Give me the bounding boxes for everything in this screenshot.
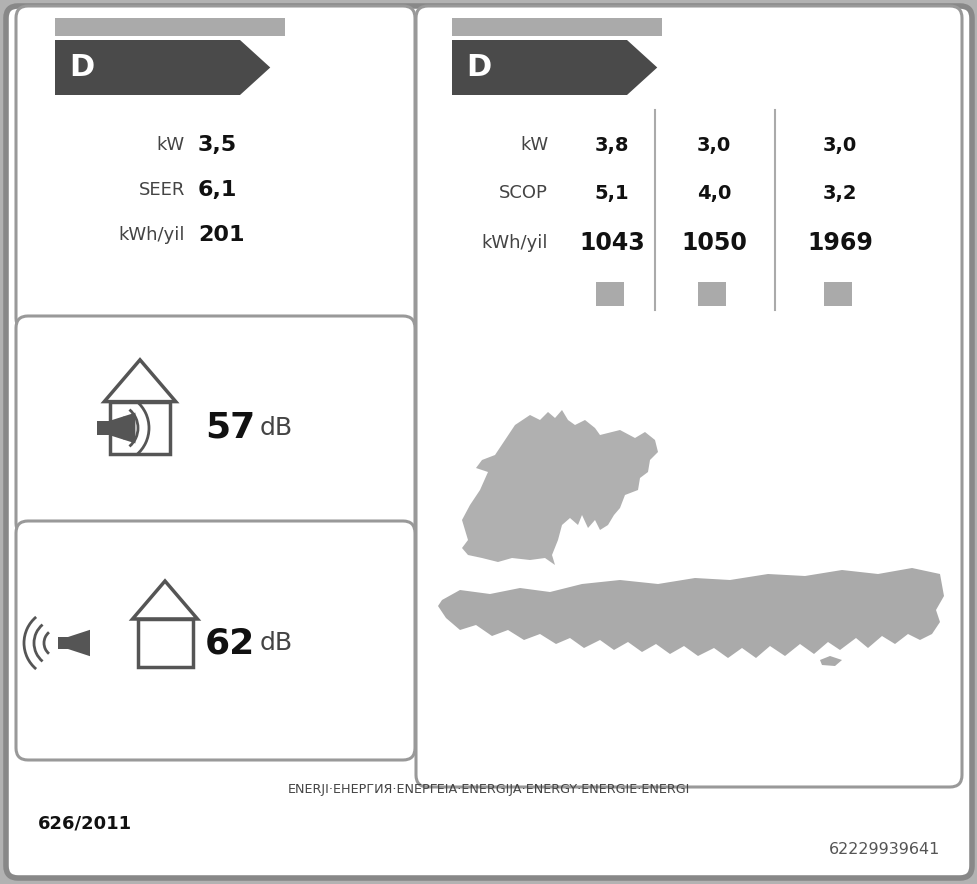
Text: 3,5: 3,5: [197, 135, 236, 155]
Text: D: D: [69, 53, 94, 82]
Polygon shape: [472, 510, 485, 522]
Text: ENERJI·ЕНЕРГИЯ·ΕΝΕΡΓΕΙΑ·ENERGIJA·ENERGY·ENERGIE·ENERGI: ENERJI·ЕНЕРГИЯ·ΕΝΕΡΓΕΙΑ·ENERGIJA·ENERGY·…: [287, 783, 690, 796]
Text: D: D: [465, 53, 490, 82]
Polygon shape: [108, 413, 135, 444]
Bar: [97, 421, 108, 435]
Text: 62: 62: [204, 626, 255, 660]
Bar: [55, 18, 284, 36]
Text: 57: 57: [204, 411, 255, 445]
Bar: [138, 619, 192, 667]
Bar: [451, 18, 661, 36]
Text: 1969: 1969: [806, 231, 872, 255]
Bar: [58, 637, 68, 649]
Text: 62229939641: 62229939641: [828, 842, 939, 857]
Text: SEER: SEER: [139, 181, 185, 199]
Text: kW: kW: [156, 136, 185, 154]
Text: SCOP: SCOP: [498, 184, 547, 202]
Bar: [698, 282, 725, 306]
Text: 3,2: 3,2: [822, 184, 857, 202]
Text: 6,1: 6,1: [197, 180, 237, 200]
Text: kWh/yil: kWh/yil: [118, 226, 185, 244]
FancyBboxPatch shape: [16, 6, 414, 330]
Text: kW: kW: [520, 136, 547, 154]
Text: 201: 201: [197, 225, 244, 245]
FancyBboxPatch shape: [16, 521, 414, 760]
FancyBboxPatch shape: [16, 316, 414, 535]
Polygon shape: [451, 40, 657, 95]
Bar: [595, 282, 623, 306]
Text: 3,0: 3,0: [697, 135, 731, 155]
Text: 5,1: 5,1: [594, 184, 628, 202]
Text: dB: dB: [260, 416, 293, 440]
FancyBboxPatch shape: [415, 6, 961, 787]
Polygon shape: [68, 629, 90, 656]
Polygon shape: [819, 656, 841, 666]
Polygon shape: [504, 490, 516, 500]
Bar: [824, 282, 851, 306]
Text: 4,0: 4,0: [696, 184, 731, 202]
Polygon shape: [55, 40, 270, 95]
Text: 626/2011: 626/2011: [38, 814, 132, 832]
Text: dB: dB: [260, 631, 293, 655]
Polygon shape: [461, 410, 658, 565]
Text: 3,0: 3,0: [822, 135, 856, 155]
Text: 3,8: 3,8: [594, 135, 628, 155]
Text: kWh/yil: kWh/yil: [481, 234, 547, 252]
Text: 1043: 1043: [578, 231, 644, 255]
Bar: [109, 401, 170, 454]
FancyBboxPatch shape: [6, 6, 971, 878]
Text: 1050: 1050: [680, 231, 746, 255]
Polygon shape: [438, 568, 943, 658]
